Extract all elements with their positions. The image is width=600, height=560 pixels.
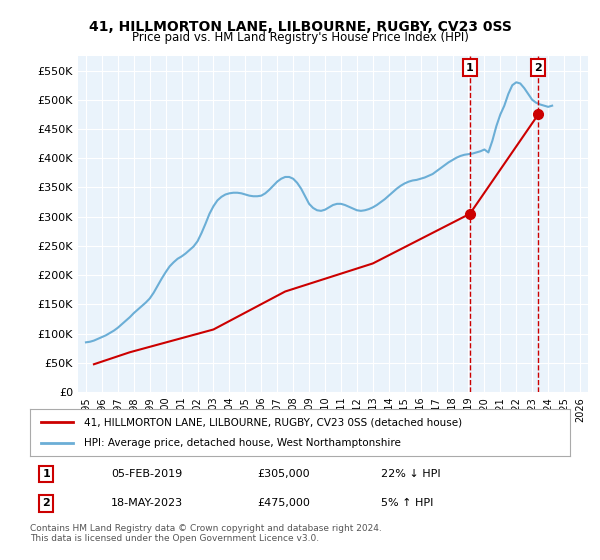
Text: HPI: Average price, detached house, West Northamptonshire: HPI: Average price, detached house, West… [84,438,401,448]
Text: 5% ↑ HPI: 5% ↑ HPI [381,498,433,508]
Text: 1: 1 [43,469,50,479]
Text: 22% ↓ HPI: 22% ↓ HPI [381,469,440,479]
Text: 41, HILLMORTON LANE, LILBOURNE, RUGBY, CV23 0SS (detached house): 41, HILLMORTON LANE, LILBOURNE, RUGBY, C… [84,417,462,427]
Text: 18-MAY-2023: 18-MAY-2023 [111,498,183,508]
Text: 2: 2 [535,63,542,73]
Text: Contains HM Land Registry data © Crown copyright and database right 2024.
This d: Contains HM Land Registry data © Crown c… [30,524,382,543]
Text: 05-FEB-2019: 05-FEB-2019 [111,469,182,479]
Text: 1: 1 [466,63,474,73]
Text: £475,000: £475,000 [257,498,310,508]
Text: 41, HILLMORTON LANE, LILBOURNE, RUGBY, CV23 0SS: 41, HILLMORTON LANE, LILBOURNE, RUGBY, C… [89,20,511,34]
Text: £305,000: £305,000 [257,469,310,479]
Text: Price paid vs. HM Land Registry's House Price Index (HPI): Price paid vs. HM Land Registry's House … [131,31,469,44]
Text: 2: 2 [43,498,50,508]
